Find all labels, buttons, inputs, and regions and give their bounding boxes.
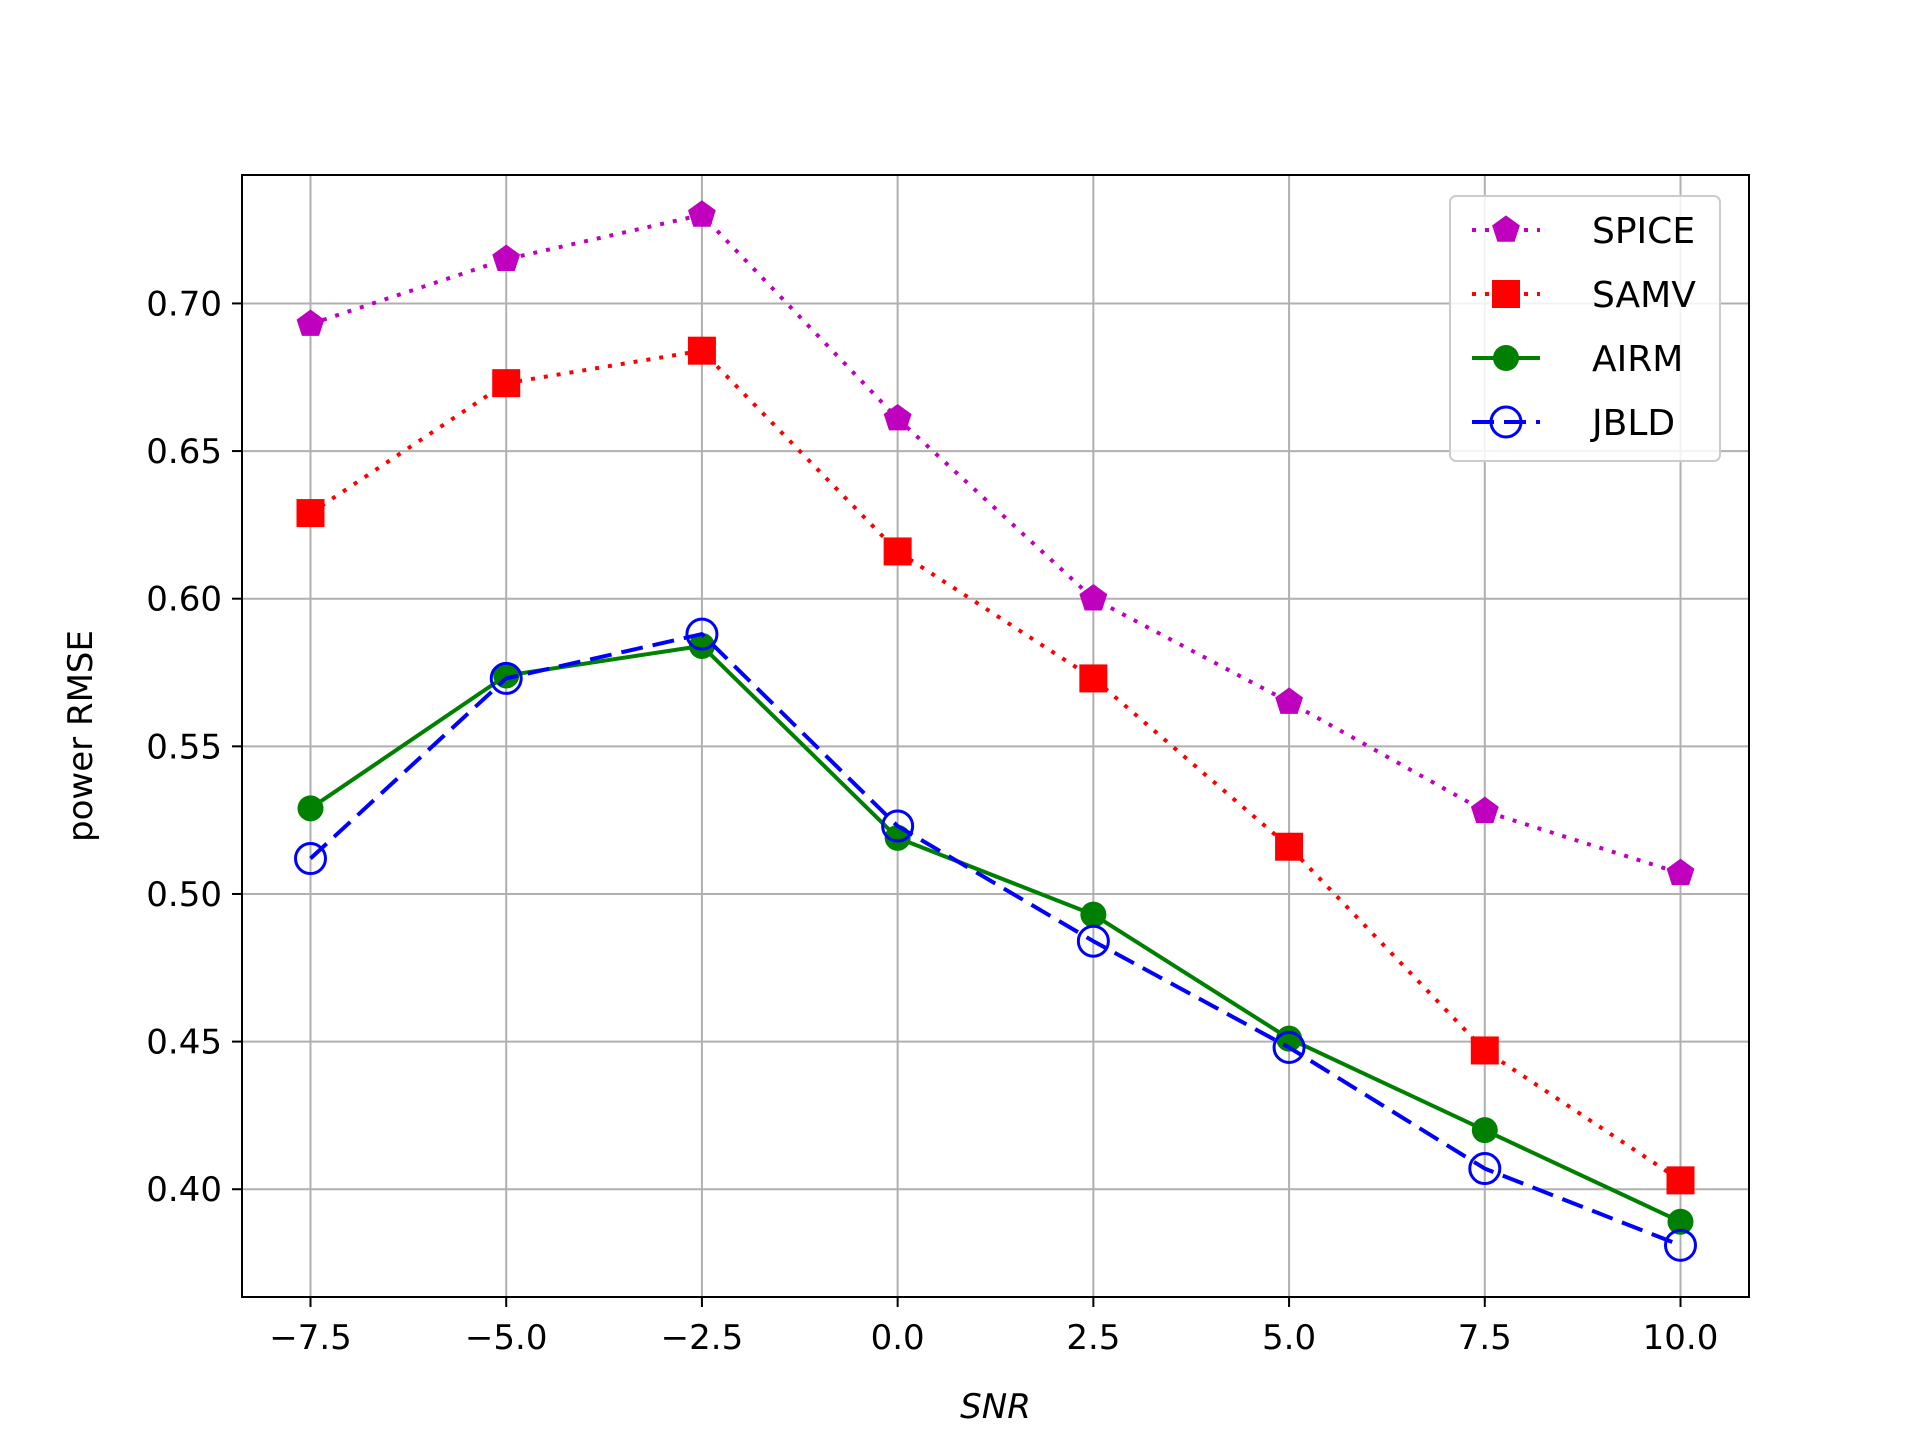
- legend-item-samv: SAMV: [1472, 275, 1696, 316]
- x-tick-label: 7.5: [1458, 1318, 1512, 1358]
- point-spice: [1275, 687, 1303, 714]
- x-tick-label: 2.5: [1066, 1318, 1120, 1358]
- y-tick-label: 0.45: [146, 1023, 222, 1063]
- point-spice: [492, 244, 521, 271]
- point-spice: [883, 403, 912, 431]
- point-jbld: [881, 809, 915, 843]
- point-airm: [688, 632, 715, 659]
- point-samv: [296, 499, 325, 528]
- point-jbld: [294, 842, 327, 876]
- x-tick-label: 10.0: [1643, 1318, 1719, 1358]
- y-tick-label: 0.40: [146, 1170, 222, 1210]
- legend: SPICE SAMV AIRM JBLD: [1449, 195, 1721, 462]
- point-samv: [687, 336, 716, 365]
- legend-marker-spice: [1492, 215, 1520, 242]
- legend-label-airm: AIRM: [1592, 339, 1683, 380]
- point-samv: [492, 369, 521, 398]
- legend-marker-airm: [1493, 345, 1519, 371]
- point-airm: [1276, 1025, 1303, 1052]
- point-samv: [1470, 1036, 1499, 1065]
- point-airm: [297, 795, 324, 822]
- series-layer: [294, 200, 1697, 1262]
- point-spice: [688, 200, 716, 227]
- legend-box: [1449, 195, 1721, 462]
- legend-label-jbld: JBLD: [1590, 403, 1675, 444]
- series-line-jbld: [309, 632, 1682, 1248]
- x-tick-label: −7.5: [269, 1318, 352, 1358]
- legend-label-samv: SAMV: [1592, 275, 1696, 316]
- point-airm: [1667, 1208, 1694, 1235]
- series-spice: [296, 200, 1695, 886]
- y-tick-label: 0.60: [146, 580, 222, 620]
- y-tick-label: 0.55: [146, 727, 222, 767]
- plot-frame: [241, 174, 1750, 1298]
- point-spice: [1666, 858, 1695, 886]
- y-tick-label: 0.70: [146, 284, 222, 324]
- x-tick-label: −2.5: [661, 1318, 744, 1358]
- point-samv: [1275, 832, 1304, 861]
- series-jbld: [294, 617, 1697, 1262]
- x-axis-title: SNR: [960, 1387, 1031, 1427]
- point-spice: [296, 309, 325, 336]
- point-jbld: [1076, 924, 1110, 958]
- point-jbld: [1272, 1031, 1306, 1065]
- legend-marker-samv: [1492, 280, 1520, 308]
- legend-label-spice: SPICE: [1592, 211, 1695, 252]
- legend-item-spice: SPICE: [1472, 211, 1695, 252]
- point-jbld: [489, 661, 523, 695]
- legend-item-jbld: JBLD: [1472, 403, 1675, 444]
- point-spice: [1470, 796, 1499, 824]
- legend-marker-jbld: [1489, 405, 1523, 439]
- point-samv: [1666, 1166, 1695, 1195]
- legend-item-airm: AIRM: [1472, 339, 1683, 380]
- series-line-spice: [309, 212, 1682, 876]
- y-tick-label: 0.50: [146, 875, 222, 915]
- point-samv: [883, 537, 912, 566]
- y-axis-title: power RMSE: [61, 630, 101, 842]
- axis-ticks: −7.5 −5.0 −2.5 0.0 2.5 5.0 7.5 10.0 0.40 0.45 0.50…: [146, 284, 1718, 1358]
- y-tick-label: 0.65: [146, 432, 222, 472]
- point-spice: [1079, 584, 1108, 611]
- point-jbld: [1664, 1228, 1697, 1262]
- point-jbld: [1468, 1152, 1502, 1186]
- x-tick-label: −5.0: [465, 1318, 548, 1358]
- point-airm: [1080, 901, 1107, 928]
- point-jbld: [685, 617, 719, 651]
- series-samv: [296, 336, 1695, 1195]
- point-samv: [1079, 664, 1108, 693]
- point-airm: [1471, 1117, 1498, 1144]
- x-tick-label: 0.0: [871, 1318, 925, 1358]
- x-tick-label: 5.0: [1262, 1318, 1316, 1358]
